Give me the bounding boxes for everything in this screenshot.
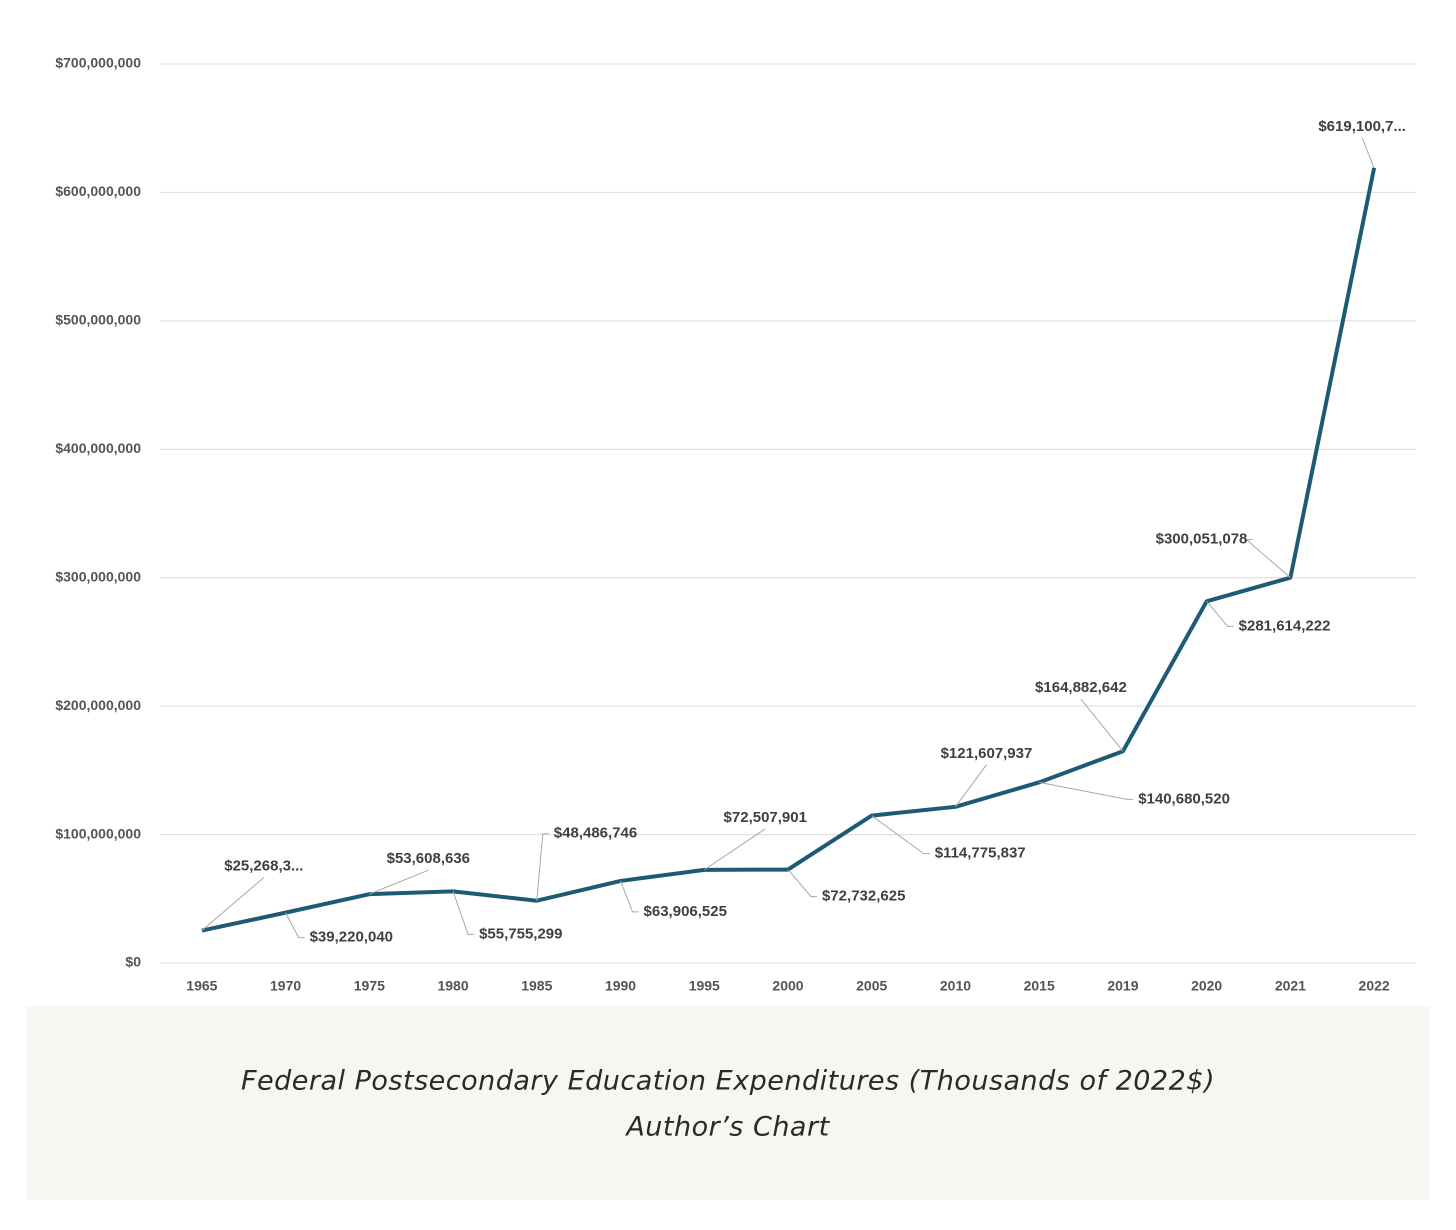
x-tick-label: 2015 <box>1024 978 1055 994</box>
leader-line <box>871 815 930 855</box>
data-label: $114,775,837 <box>935 845 1026 862</box>
data-label: $25,268,3... <box>224 858 303 875</box>
leader-line <box>201 877 265 931</box>
data-label: $72,507,901 <box>724 809 807 826</box>
data-label: $55,755,299 <box>479 925 562 942</box>
data-label: $300,051,078 <box>1156 531 1248 548</box>
x-tick-label: 2021 <box>1275 978 1306 994</box>
leader-line <box>369 869 429 895</box>
x-tick-label: 1990 <box>605 978 636 994</box>
leader-line <box>1206 601 1234 627</box>
x-tick-label: 2005 <box>856 978 887 994</box>
data-label: $140,680,520 <box>1138 790 1230 807</box>
leader-line <box>1245 539 1291 579</box>
leader-line <box>285 912 305 939</box>
x-tick-label: 2020 <box>1191 978 1222 994</box>
y-tick-label: $100,000,000 <box>55 825 141 841</box>
x-tick-label: 1980 <box>437 978 468 994</box>
y-tick-label: $400,000,000 <box>55 440 141 456</box>
leader-line <box>536 833 549 901</box>
x-tick-label: 1965 <box>186 978 217 994</box>
data-label: $121,607,937 <box>941 745 1033 762</box>
y-tick-label: $0 <box>125 954 141 970</box>
leader-line <box>1080 698 1124 752</box>
x-tick-label: 2010 <box>940 978 971 994</box>
data-label: $48,486,746 <box>554 825 637 842</box>
leader-line <box>1361 137 1375 169</box>
leader-line <box>955 764 987 808</box>
leader-line <box>703 828 766 871</box>
leader-line <box>452 891 475 935</box>
y-tick-label: $500,000,000 <box>55 312 141 328</box>
data-label: $164,882,642 <box>1035 679 1127 696</box>
leader-line <box>1039 781 1134 800</box>
source: Author’s Chart <box>624 1112 830 1143</box>
y-tick-label: $700,000,000 <box>55 55 141 71</box>
x-tick-label: 1970 <box>270 978 301 994</box>
data-label: $63,906,525 <box>644 903 727 920</box>
x-tick-label: 2019 <box>1107 978 1138 994</box>
data-label: $281,614,222 <box>1239 617 1331 634</box>
x-tick-label: 2000 <box>772 978 803 994</box>
y-tick-label: $200,000,000 <box>55 697 141 713</box>
leader-line <box>620 880 639 913</box>
data-label: $72,732,625 <box>822 888 905 905</box>
data-label: $53,608,636 <box>387 850 470 867</box>
data-label: $619,100,7... <box>1318 118 1406 135</box>
x-tick-label: 1975 <box>354 978 385 994</box>
x-tick-label: 1985 <box>521 978 552 994</box>
y-tick-label: $600,000,000 <box>55 183 141 199</box>
x-tick-label: 2022 <box>1359 978 1390 994</box>
y-tick-label: $300,000,000 <box>55 568 141 584</box>
leader-line <box>787 869 817 898</box>
x-tick-label: 1995 <box>689 978 720 994</box>
caption-box <box>26 1006 1430 1200</box>
caption: Federal Postsecondary Education Expendit… <box>241 1066 1215 1097</box>
data-label: $39,220,040 <box>310 929 393 946</box>
